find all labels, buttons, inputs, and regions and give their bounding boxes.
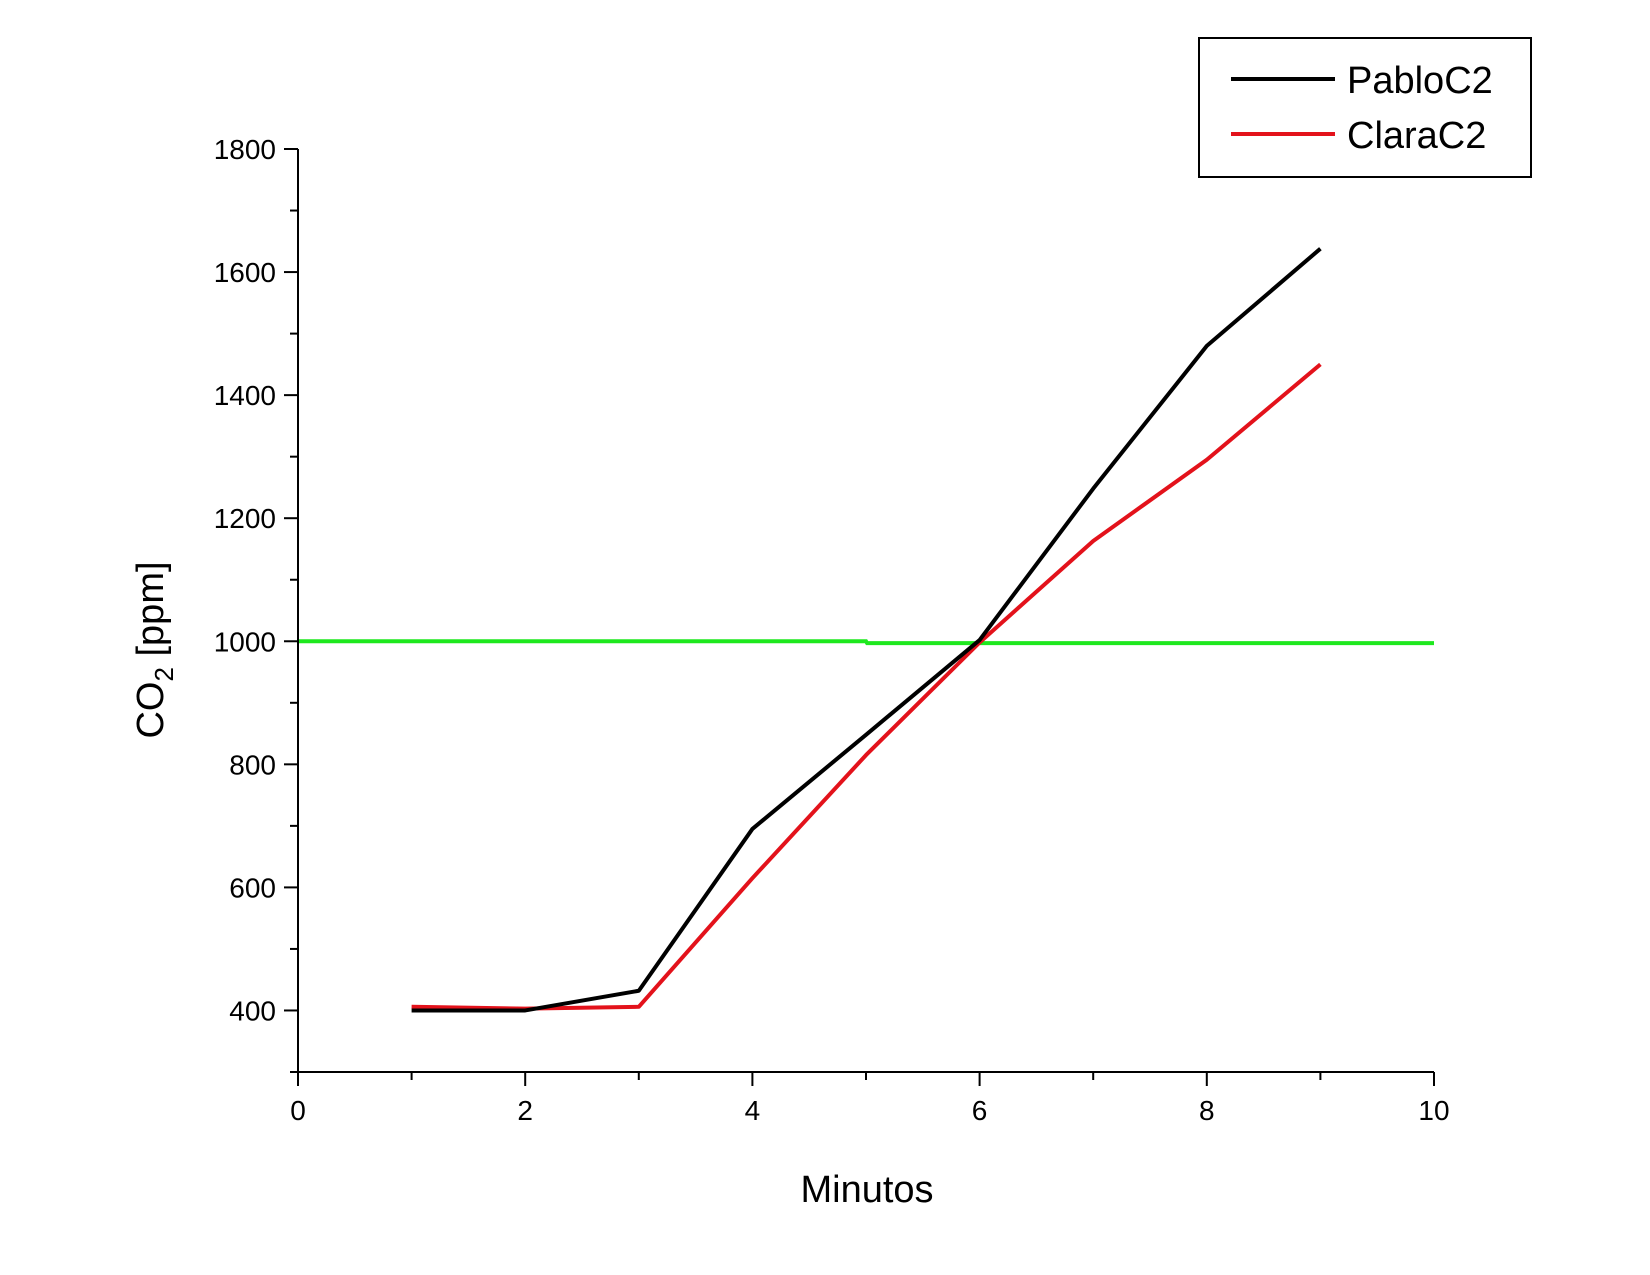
y-tick-label: 800 <box>229 749 276 780</box>
ticks: 0 2 4 6 8 10 400 600 800 1000 1200 1400 1600 1800 <box>214 134 1450 1126</box>
y-tick-label: 400 <box>229 995 276 1026</box>
series-line-pablo <box>411 247 1322 1013</box>
reference-line-1000 <box>298 639 1434 646</box>
axes <box>297 149 1434 1073</box>
y-axis-title-suffix: [ppm] <box>130 561 172 667</box>
x-tick-label: 8 <box>1199 1095 1215 1126</box>
x-tick-label: 4 <box>745 1095 761 1126</box>
y-tick-label: 1200 <box>214 503 276 534</box>
y-tick-label: 1400 <box>214 380 276 411</box>
series-layer <box>411 247 1322 1013</box>
y-tick-label: 1800 <box>214 134 276 165</box>
y-tick-label: 1000 <box>214 626 276 657</box>
x-tick-label: 0 <box>290 1095 306 1126</box>
series-line-clara <box>411 362 1322 1011</box>
legend: PabloC2 ClaraC2 <box>1198 37 1532 178</box>
y-tick-label: 600 <box>229 872 276 903</box>
reference-line-layer <box>298 639 1434 646</box>
y-axis-title-subscript: 2 <box>149 667 179 681</box>
x-axis-title: Minutos <box>800 1169 933 1211</box>
x-tick-label: 6 <box>972 1095 988 1126</box>
y-axis-title: CO2 [ppm] <box>130 561 179 738</box>
x-tick-label: 10 <box>1418 1095 1449 1126</box>
legend-box <box>1198 37 1532 178</box>
x-tick-label: 2 <box>517 1095 533 1126</box>
y-tick-label: 1600 <box>214 257 276 288</box>
legend-label-clara: ClaraC2 <box>1347 115 1486 157</box>
y-axis-title-base: CO <box>130 682 172 739</box>
legend-label-pablo: PabloC2 <box>1347 60 1493 102</box>
